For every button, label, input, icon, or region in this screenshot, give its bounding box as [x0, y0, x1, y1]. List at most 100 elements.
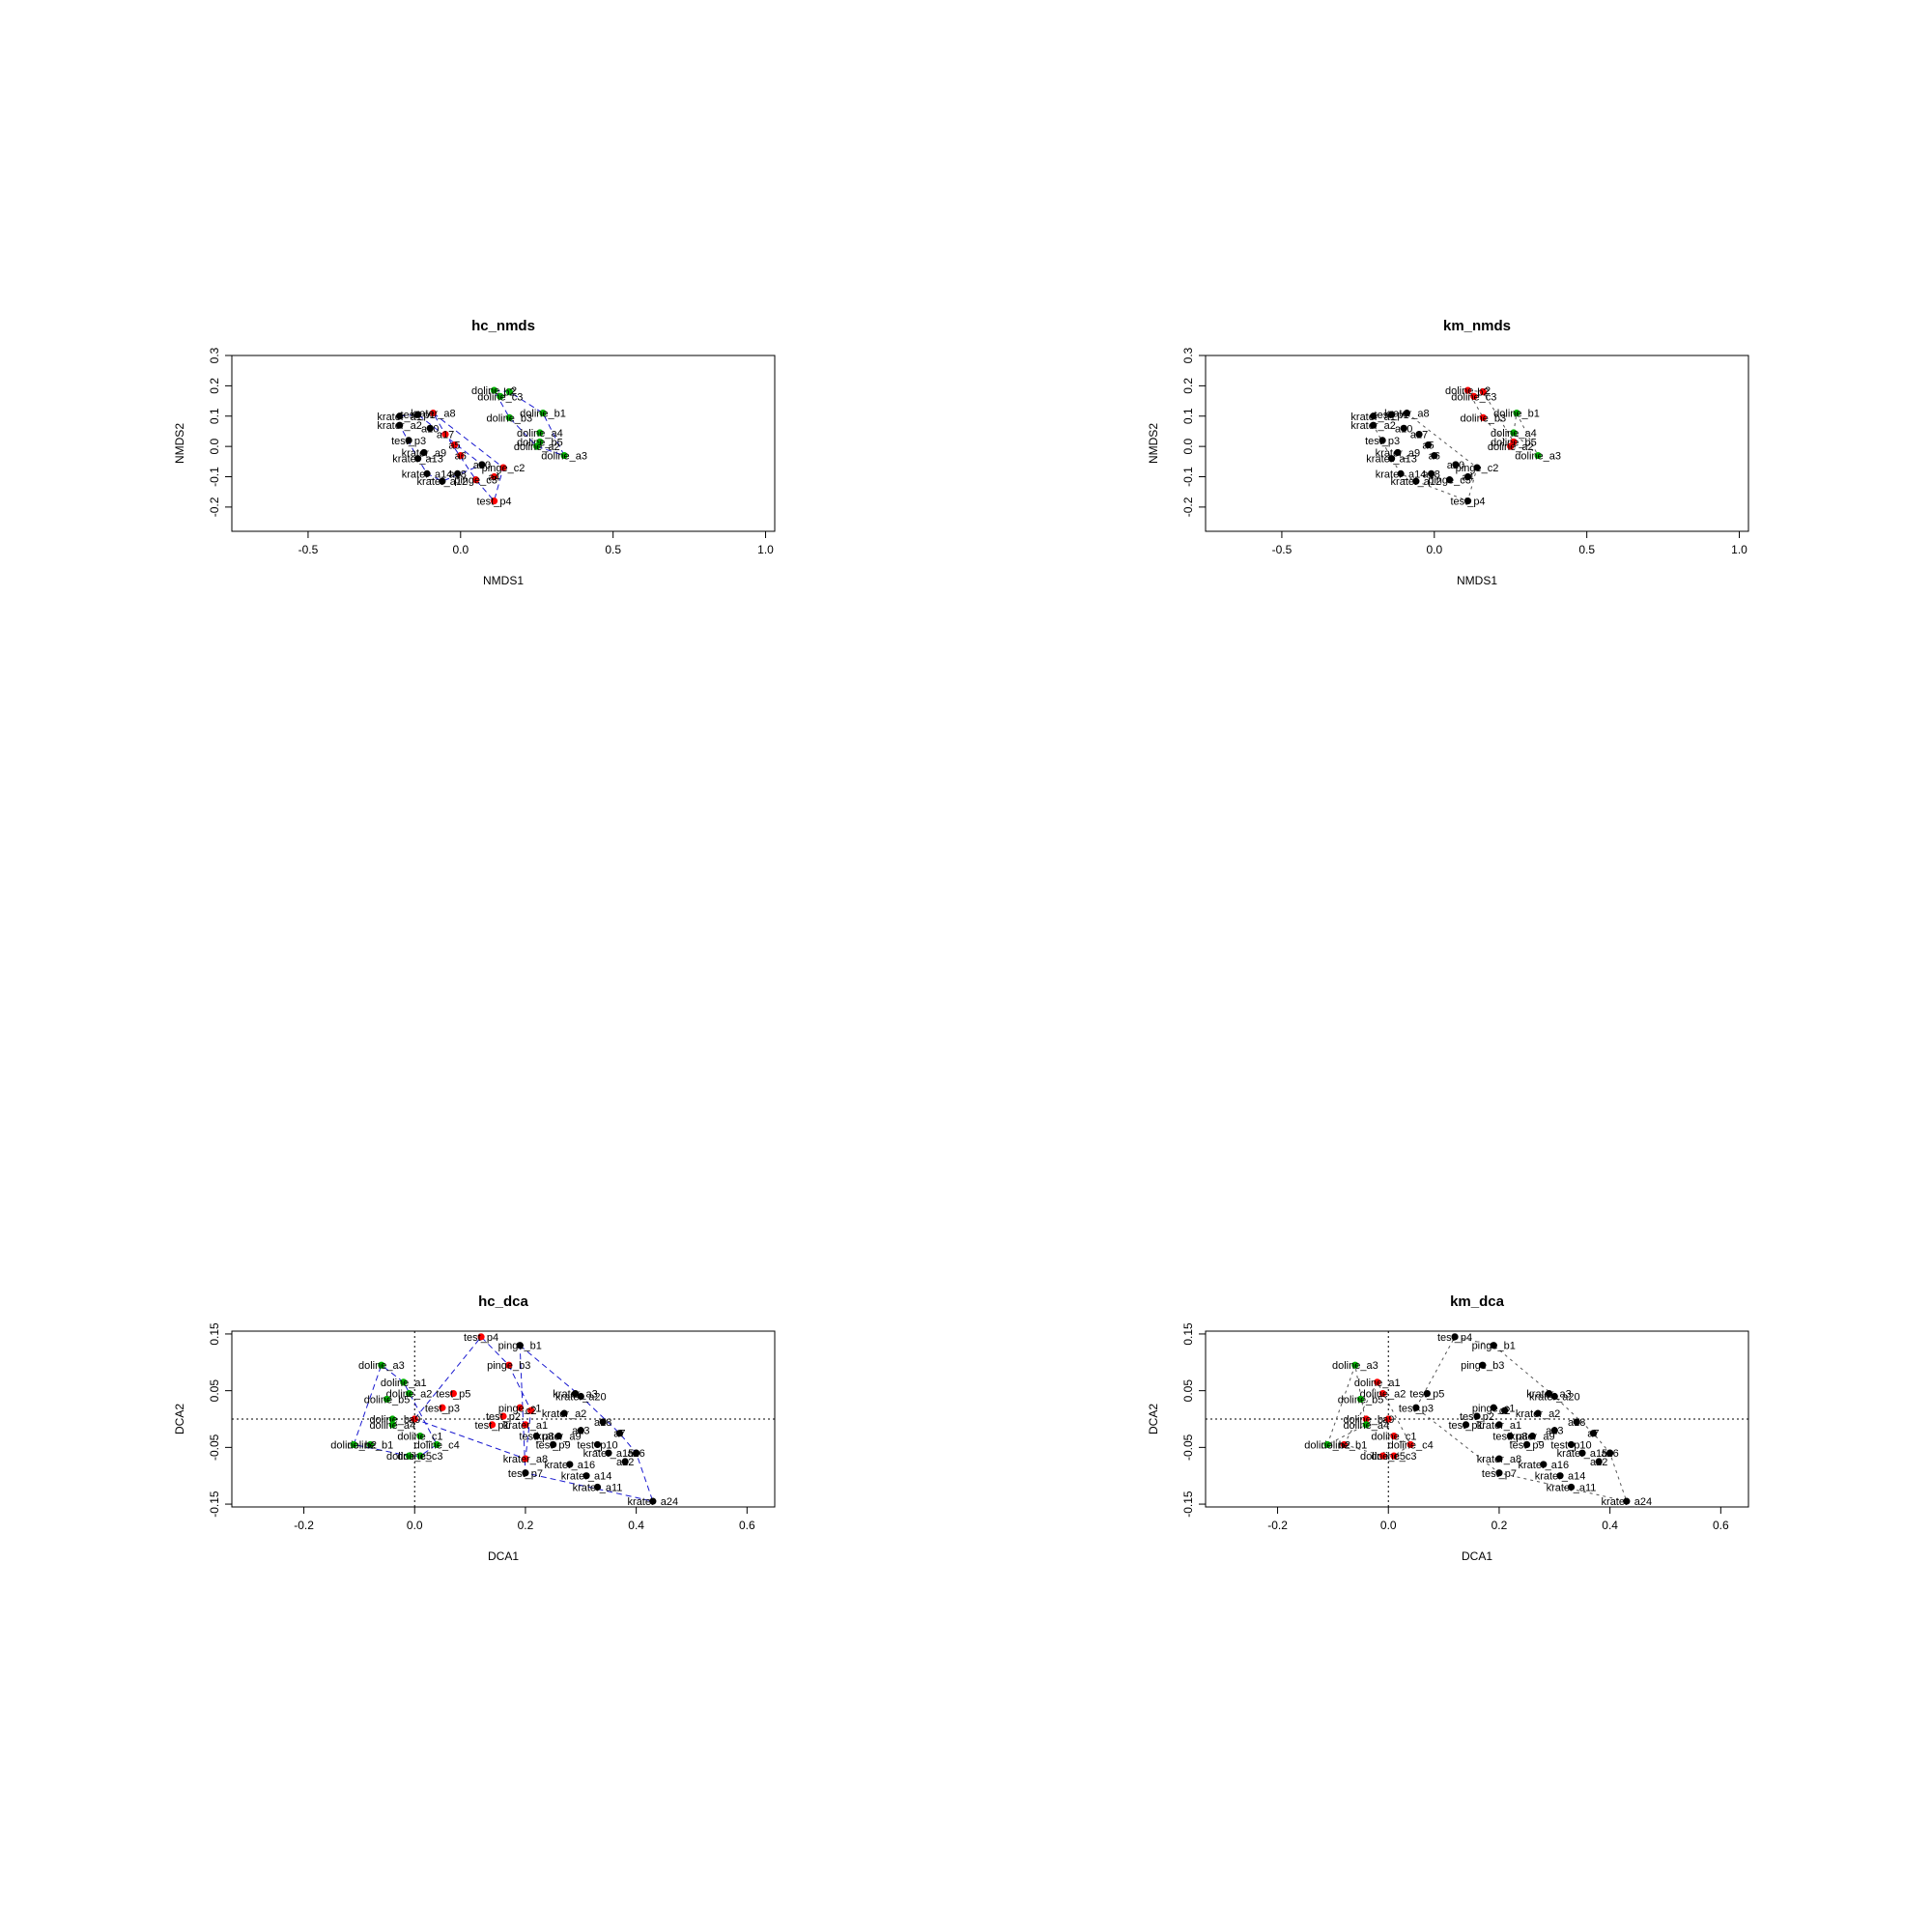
- point-label: krater_a8: [1477, 1454, 1521, 1465]
- y-tick-label: 0.15: [208, 1322, 221, 1346]
- data-point: [1495, 1421, 1503, 1429]
- data-point: [416, 1433, 424, 1440]
- x-tick-label: -0.2: [1267, 1519, 1288, 1532]
- y-tick-label: -0.05: [208, 1434, 221, 1461]
- point-label: doline_b5: [364, 1394, 411, 1406]
- data-point: [1445, 476, 1454, 484]
- data-point: [1400, 424, 1407, 432]
- point-label: pinge_b1: [498, 1341, 542, 1352]
- data-point: [1362, 1421, 1370, 1429]
- data-point: [416, 1452, 424, 1460]
- point-label: test_p9: [536, 1439, 571, 1451]
- data-point: [582, 1472, 590, 1480]
- data-point: [449, 1389, 457, 1398]
- point-label: doline_a3: [1332, 1360, 1378, 1372]
- point-label: doline_a2: [1360, 1389, 1406, 1401]
- data-point: [1463, 386, 1472, 394]
- data-point: [1473, 1412, 1481, 1420]
- point-label: doline_c3: [1451, 391, 1496, 403]
- data-point: [1323, 1440, 1331, 1449]
- data-point: [400, 1378, 408, 1386]
- data-point: [1378, 1452, 1387, 1460]
- point-label: krater_a13: [1366, 454, 1417, 466]
- data-point: [411, 1415, 418, 1423]
- point-label: a5: [448, 440, 460, 452]
- x-tick-label: 0.0: [1426, 543, 1442, 556]
- plot-km-nmds: km_nmds -0.5 0.0 0.5 1.0 -0.2 -0.1 0.0 0.1 0.2 0.3…: [1147, 318, 1749, 587]
- data-point: [621, 1458, 629, 1465]
- plot-frame: [1205, 355, 1749, 532]
- x-tick-label: 0.6: [1713, 1519, 1729, 1532]
- data-point: [1387, 455, 1396, 463]
- data-point: [577, 1427, 584, 1435]
- point-label: a7: [1587, 1429, 1599, 1440]
- data-point: [488, 1421, 497, 1429]
- cluster-hull: [1326, 1363, 1367, 1446]
- point-label: a13: [1546, 1426, 1563, 1437]
- point-label: doline_b1: [1493, 409, 1540, 420]
- data-point: [1567, 1483, 1576, 1492]
- data-point: [450, 440, 459, 449]
- data-point: [1550, 1392, 1558, 1401]
- x-tick-label: 0.2: [1492, 1519, 1508, 1532]
- plot-frame: [231, 355, 776, 532]
- data-point: [1534, 1409, 1542, 1417]
- data-point: [490, 497, 498, 505]
- point-label: a22: [1590, 1457, 1607, 1468]
- data-point: [405, 1452, 413, 1460]
- x-tick-label: -0.5: [1272, 543, 1293, 556]
- point-label: krater_a1: [503, 1420, 548, 1432]
- data-point: [1452, 461, 1460, 469]
- data-point: [505, 388, 513, 396]
- cluster-hull: [413, 1336, 532, 1460]
- point-label: test_p1: [474, 1420, 509, 1432]
- data-point: [1490, 1342, 1497, 1350]
- point-label: test_p7: [508, 1468, 543, 1480]
- data-point: [1394, 448, 1402, 457]
- point-label: krater_a2: [542, 1408, 586, 1420]
- x-tick-label: 1.0: [757, 543, 774, 556]
- x-axis-label: DCA1: [488, 1549, 519, 1563]
- data-point: [1479, 388, 1487, 396]
- data-point: [533, 442, 541, 450]
- data-point: [1545, 1389, 1553, 1398]
- point-label: krater_a2: [377, 420, 421, 432]
- cluster-hull: [432, 412, 504, 502]
- point-label: krater_a12: [417, 476, 469, 488]
- data-point: [1390, 1433, 1398, 1440]
- data-point: [550, 1440, 557, 1449]
- point-label: doline_c4: [1388, 1439, 1434, 1451]
- point-label: a26: [627, 1448, 644, 1460]
- point-label: c2: [1499, 1406, 1511, 1417]
- data-point: [536, 429, 544, 437]
- point-label: a22: [616, 1457, 634, 1468]
- data-point: [1528, 1433, 1536, 1440]
- point-label: test_p3: [391, 436, 426, 447]
- point-label: krater_a1: [377, 412, 421, 423]
- point-label: krater_a1: [1350, 412, 1395, 423]
- point-label: a9: [409, 1414, 420, 1426]
- point-label: doline_a2: [1488, 441, 1534, 453]
- data-point: [516, 1342, 524, 1350]
- data-point: [1362, 1415, 1370, 1423]
- point-label: krater_a14: [1376, 469, 1427, 480]
- point-label: krater_a2: [1350, 420, 1395, 432]
- data-point: [423, 469, 431, 477]
- point-label: krater_a9: [402, 447, 446, 459]
- point-label: doline_a2: [514, 441, 560, 453]
- point-label: pinge_c3: [454, 475, 497, 487]
- point-label: test_p3: [1365, 436, 1400, 447]
- point-label: doline_a4: [369, 1420, 415, 1432]
- data-point: [1390, 1452, 1398, 1460]
- point-label: doline_b5: [1338, 1394, 1384, 1406]
- point-label: a6: [1429, 451, 1440, 463]
- plot-title: hc_nmds: [471, 318, 535, 334]
- point-label: test_p10: [1550, 1439, 1591, 1451]
- point-label: a4: [488, 472, 499, 484]
- data-point: [505, 413, 513, 421]
- point-label: test_p4: [1450, 497, 1485, 508]
- point-label: doline_c1: [1371, 1432, 1416, 1443]
- point-label: test_p3: [425, 1403, 460, 1414]
